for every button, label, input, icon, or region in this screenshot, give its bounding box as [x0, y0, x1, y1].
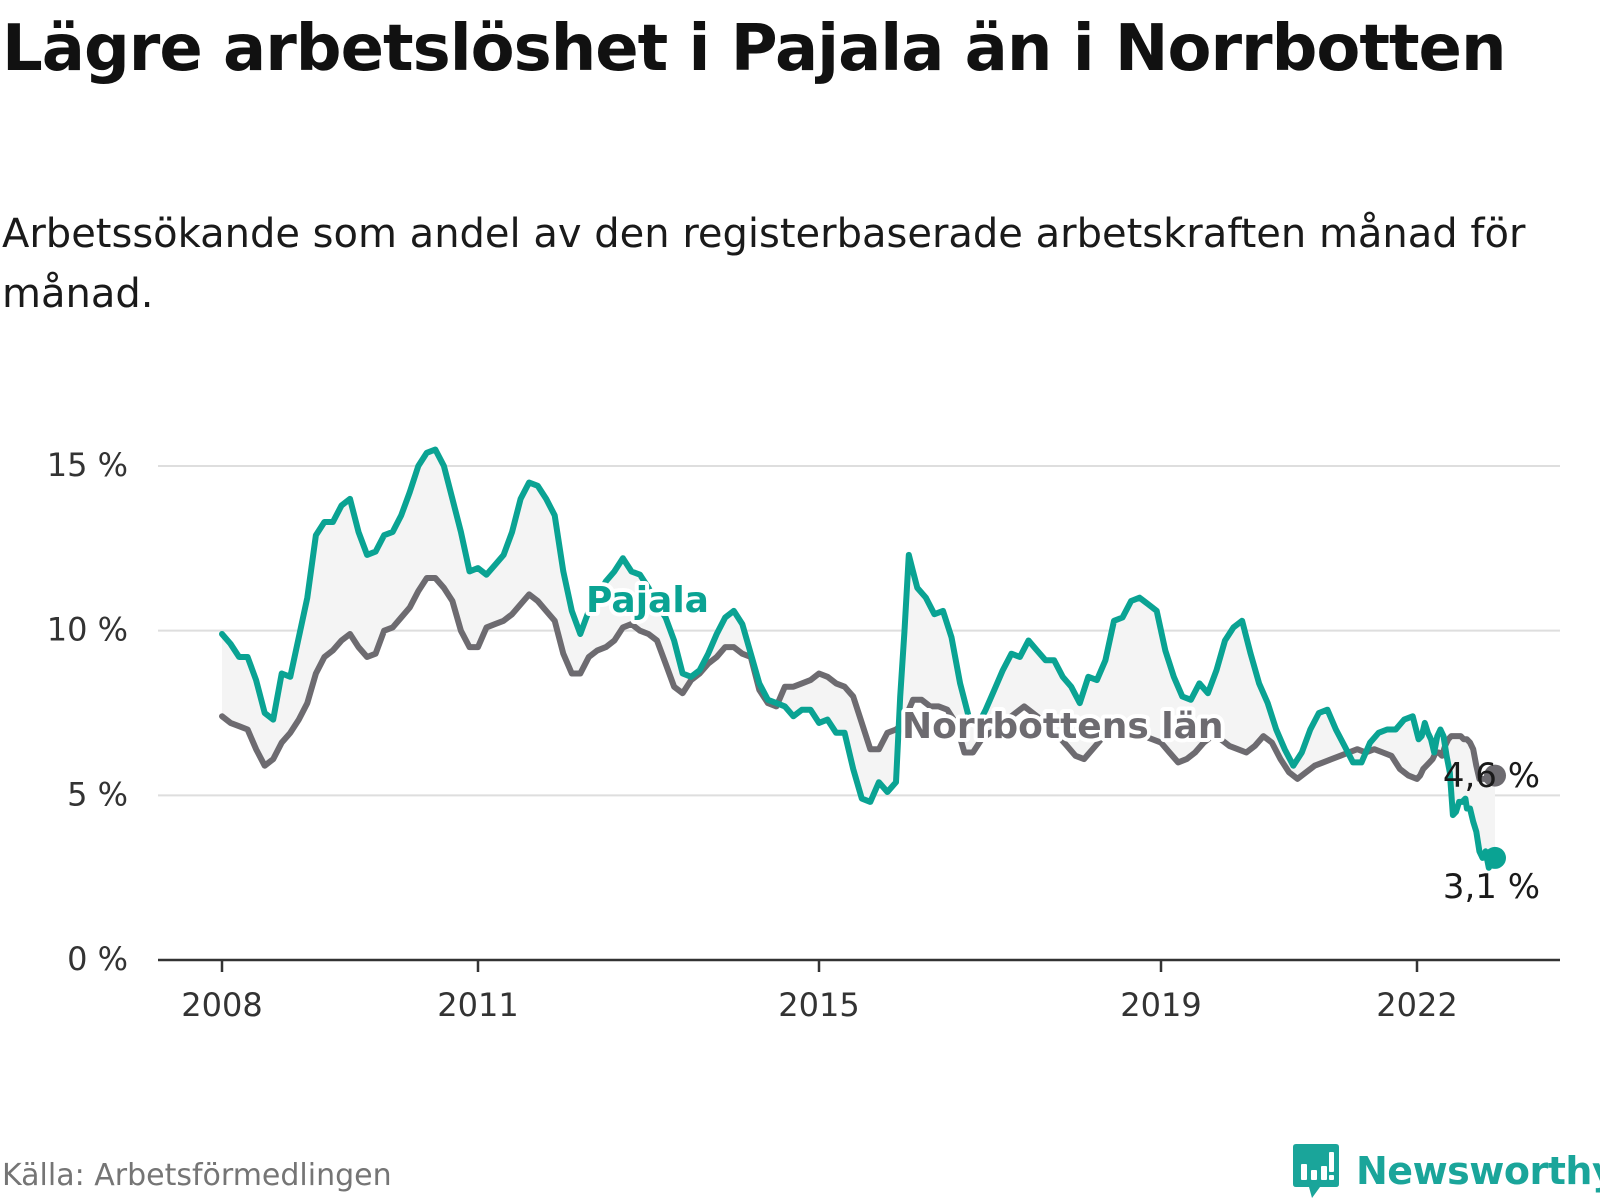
y-tick-label: 10 % — [47, 611, 128, 649]
end-label-pajala: 3,1 % — [1443, 867, 1540, 907]
x-tick-label: 2022 — [1376, 986, 1457, 1024]
y-tick-label: 0 % — [67, 940, 128, 978]
end-label-norrbotten: 4,6 % — [1443, 756, 1540, 796]
series-label-pajala: Pajala — [586, 580, 709, 621]
end-point-pajala — [1484, 846, 1506, 869]
newsworthy-logo[interactable]: Newsworthy — [1292, 1142, 1600, 1200]
y-axis-ticks: 0 % 5 % 10 % 15 % — [47, 446, 128, 978]
series-line-pajala — [219, 446, 1498, 871]
series-label-norrbotten: Norrbottens län — [902, 706, 1224, 747]
y-tick-label: 15 % — [47, 446, 128, 484]
chart-title: Lägre arbetslöshet i Pajala än i Norrbot… — [2, 12, 1507, 86]
newsworthy-logo-icon — [1293, 1144, 1339, 1198]
difference-band — [222, 449, 1495, 868]
series-line-norrbotten — [219, 575, 1498, 786]
x-tick-label: 2015 — [778, 986, 859, 1024]
end-point-norrbotten — [1484, 764, 1506, 787]
series-label-pajala-halo: Pajala — [586, 580, 709, 621]
newsworthy-logo-text: Newsworthy — [1356, 1149, 1600, 1193]
x-axis-ticks: 2008 2011 2015 2019 2022 — [181, 960, 1458, 1024]
series-lines — [219, 446, 1506, 871]
x-tick-label: 2011 — [437, 986, 518, 1024]
chart-subtitle: Arbetssökande som andel av den registerb… — [2, 211, 1526, 317]
series-label-norrbotten-halo: Norrbottens län — [902, 706, 1224, 747]
x-tick-label: 2019 — [1120, 986, 1201, 1024]
x-tick-label: 2008 — [181, 986, 262, 1024]
y-tick-label: 5 % — [67, 775, 128, 813]
source-note: Källa: Arbetsförmedlingen — [2, 1158, 392, 1193]
